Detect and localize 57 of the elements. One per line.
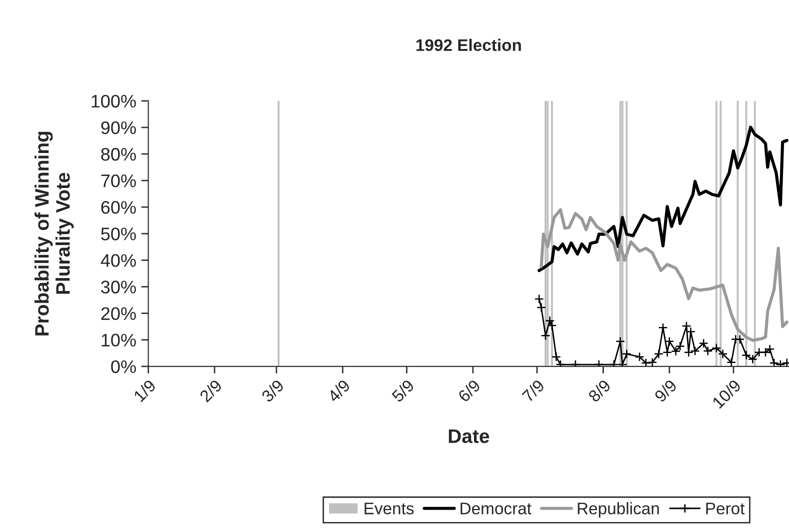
point xyxy=(536,302,546,312)
point xyxy=(547,320,557,330)
point xyxy=(764,344,775,354)
x-axis-title: Date xyxy=(448,429,490,444)
line-series xyxy=(540,208,788,342)
y-tick-label: 10% xyxy=(102,334,136,347)
point xyxy=(540,330,550,340)
legend-label: Perot xyxy=(706,502,745,514)
x-tick-label: 4/9 xyxy=(326,378,351,403)
point xyxy=(735,334,745,344)
y-tick-label: 60% xyxy=(101,201,136,214)
x-tick-label: 6/9 xyxy=(457,378,482,403)
y-tick-label: 90% xyxy=(101,121,136,134)
point xyxy=(634,352,644,362)
y-tick-label: 80% xyxy=(101,148,136,161)
point xyxy=(662,348,672,358)
x-tick-label: 9/9 xyxy=(654,378,678,403)
y-tick-label: 20% xyxy=(101,307,136,320)
point xyxy=(726,358,736,366)
x-tick-label: 1/9 xyxy=(132,378,156,402)
y-tick-label: 100% xyxy=(92,94,136,108)
point xyxy=(748,354,758,364)
point xyxy=(682,321,692,331)
legend-label: Events xyxy=(364,502,414,514)
point xyxy=(545,316,555,326)
x-tick-label: 3/9 xyxy=(260,378,285,403)
point xyxy=(690,346,700,356)
y-tick-label: 70% xyxy=(101,174,136,188)
line-series xyxy=(538,126,788,272)
y-axis-title: Probability of Winning Plurality Vote xyxy=(34,132,74,336)
point xyxy=(534,294,544,304)
point xyxy=(769,358,779,366)
y-tick-label: 0% xyxy=(111,360,136,374)
point xyxy=(551,352,562,362)
x-tick-label: 10/9 xyxy=(711,378,742,409)
point xyxy=(698,338,708,348)
point xyxy=(703,346,713,356)
point xyxy=(718,349,728,359)
chart-title: 1992 Election xyxy=(416,38,521,52)
x-tick-label: 5/9 xyxy=(390,378,415,403)
point xyxy=(641,358,651,366)
point xyxy=(648,358,658,366)
legend-label: Republican xyxy=(578,502,659,518)
point xyxy=(712,343,722,353)
x-tick-label: 8/9 xyxy=(587,378,612,403)
x-tick-label: 2/9 xyxy=(198,378,223,403)
point xyxy=(741,350,752,360)
y-tick-label: 40% xyxy=(100,254,136,267)
point xyxy=(654,349,664,359)
y-tick-label: 30% xyxy=(101,280,136,294)
x-tick-label: 7/9 xyxy=(521,378,546,403)
point xyxy=(664,336,674,346)
legend-label: Democrat xyxy=(460,502,532,514)
point xyxy=(622,349,632,359)
y-tick-label: 50% xyxy=(101,228,136,240)
point xyxy=(616,336,626,346)
point xyxy=(754,348,764,358)
